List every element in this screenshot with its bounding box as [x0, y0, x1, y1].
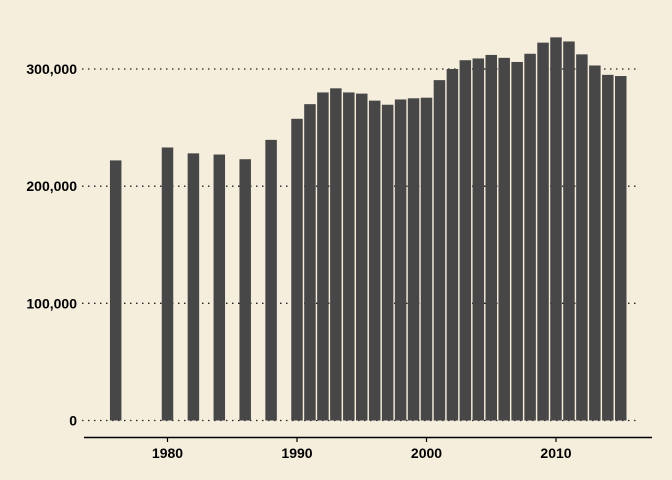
x-tick-label: 2000 [411, 445, 442, 461]
x-axis-ticks [166, 437, 557, 442]
bar-1988 [265, 139, 277, 421]
bar-1997 [381, 104, 394, 421]
bar-2009 [537, 42, 549, 421]
bar-2001 [433, 80, 446, 421]
bar-2005 [485, 54, 497, 421]
bar-1991 [304, 104, 316, 421]
y-tick-label: 0 [69, 413, 77, 429]
bar-1995 [356, 93, 368, 421]
y-tick-label: 200,000 [26, 178, 77, 194]
bar-2010 [550, 37, 562, 421]
bar-1990 [291, 118, 303, 421]
bar-1992 [317, 92, 329, 421]
bar-1993 [330, 88, 342, 421]
bars [109, 37, 627, 421]
bar-2004 [472, 58, 485, 421]
bar-1996 [368, 100, 381, 421]
bar-2007 [511, 61, 523, 421]
bar-1998 [394, 99, 407, 421]
bar-1984 [213, 154, 226, 421]
bar-2012 [576, 54, 588, 421]
bar-1976 [109, 160, 122, 421]
bar-2013 [589, 65, 601, 421]
y-axis-tick-labels: 0 100,000 200,000 300,000 [26, 61, 77, 429]
bar-2003 [459, 60, 472, 421]
bar-1982 [187, 153, 200, 421]
bar-2014 [602, 74, 614, 421]
bar-2008 [524, 53, 536, 421]
bar-2000 [420, 97, 433, 421]
y-tick-label: 300,000 [26, 61, 77, 77]
y-tick-label: 100,000 [26, 295, 77, 311]
bar-1999 [407, 98, 420, 421]
bar-1980 [161, 147, 174, 421]
bar-2015 [615, 76, 627, 421]
bar-1994 [343, 92, 355, 421]
x-tick-label: 1990 [281, 445, 312, 461]
bar-2006 [498, 57, 510, 421]
x-tick-label: 2010 [540, 445, 571, 461]
bar-1986 [239, 159, 251, 421]
bar-2011 [563, 41, 575, 421]
x-tick-label: 1980 [152, 445, 183, 461]
bar-2002 [446, 69, 459, 421]
x-axis-tick-labels: 1980 1990 2000 2010 [152, 445, 572, 461]
